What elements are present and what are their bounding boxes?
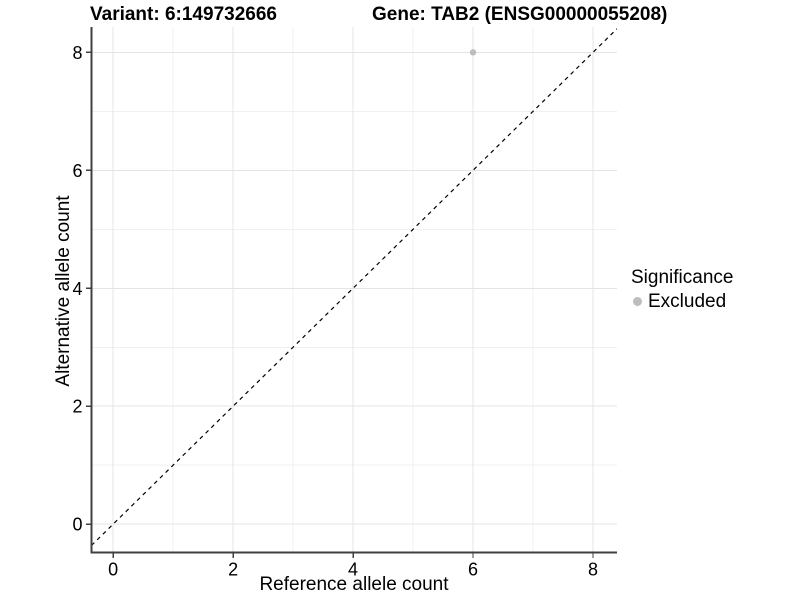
x-tick-label: 8 <box>588 560 598 580</box>
x-tick-label: 0 <box>108 560 118 580</box>
y-tick-label: 4 <box>72 279 82 299</box>
y-tick-label: 6 <box>72 161 82 181</box>
y-tick-label: 0 <box>72 515 82 535</box>
x-tick-label: 6 <box>468 560 478 580</box>
plot-title-gene: Gene: TAB2 (ENSG00000055208) <box>372 4 668 25</box>
identity-dashed-line <box>91 28 617 546</box>
legend-title: Significance <box>631 267 734 288</box>
legend-entry-excluded: Excluded <box>631 290 733 313</box>
y-tick-label: 8 <box>72 43 82 63</box>
y-axis-title: Alternative allele count <box>53 195 74 387</box>
legend-point-icon <box>633 297 642 306</box>
x-tick-label: 2 <box>228 560 238 580</box>
x-tick-label: 4 <box>348 560 358 580</box>
plot-title-variant: Variant: 6:149732666 <box>90 4 277 25</box>
y-tick-label: 2 <box>72 397 82 417</box>
data-point <box>469 49 477 56</box>
x-axis-title: Reference allele count <box>259 574 449 595</box>
legend-entry-label: Excluded <box>648 291 727 312</box>
legend: Significance Excluded <box>631 266 733 313</box>
